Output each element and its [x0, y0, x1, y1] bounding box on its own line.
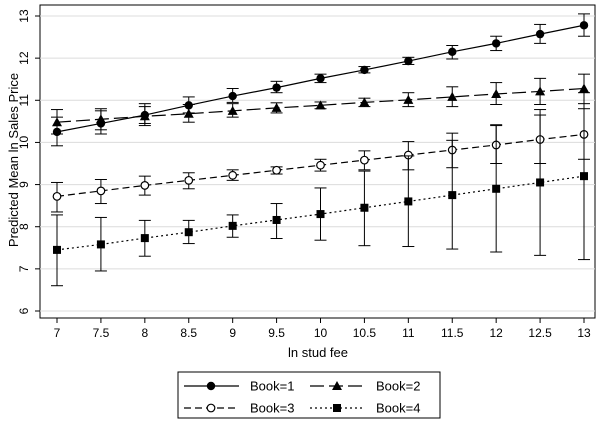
y-tick-label: 9 [17, 181, 31, 188]
data-point [315, 100, 326, 110]
data-point [535, 29, 545, 39]
legend-label: Book=3 [250, 401, 294, 416]
y-tick-label: 7 [17, 265, 31, 272]
legend-swatch-marker [333, 404, 341, 412]
legend-swatch-marker [206, 381, 216, 391]
data-point [491, 39, 501, 48]
data-point [316, 74, 325, 83]
data-point [228, 221, 237, 230]
x-tick-label: 11 [402, 326, 415, 340]
series-1 [51, 13, 590, 147]
x-tick-label: 12.5 [528, 326, 552, 340]
y-tick-label: 12 [17, 51, 31, 65]
data-point [272, 215, 281, 224]
x-tick-label: 9 [229, 326, 236, 340]
legend-label: Book=2 [376, 379, 420, 394]
data-point [580, 172, 588, 181]
x-tick-label: 12 [489, 326, 503, 340]
data-point [447, 91, 458, 101]
x-axis-label: ln stud fee [288, 345, 348, 360]
legend-item-1: Book=1 [184, 379, 294, 394]
legend-box [177, 371, 441, 419]
data-point [535, 86, 546, 96]
data-point [579, 83, 589, 93]
data-point [360, 65, 369, 75]
series-4 [51, 92, 590, 287]
x-tick-label: 10.5 [353, 326, 377, 340]
legend-label: Book=4 [376, 401, 420, 416]
data-point [96, 186, 106, 196]
data-point [403, 94, 414, 104]
y-tick-label: 10 [17, 135, 31, 149]
data-point [95, 114, 106, 124]
data-point [316, 160, 325, 170]
data-point [360, 203, 369, 212]
data-point [140, 234, 149, 243]
x-tick-label: 9.5 [268, 326, 285, 340]
y-tick-label: 8 [17, 223, 31, 230]
data-point [316, 210, 325, 219]
grid-lines [39, 4, 596, 319]
data-point [140, 181, 150, 190]
data-point [492, 184, 501, 193]
data-point [491, 88, 502, 98]
data-point [448, 47, 457, 57]
y-tick-label: 6 [17, 307, 31, 314]
y-axis-label: Predicted Mean ln Sales Price [6, 73, 21, 247]
y-tick-label: 11 [17, 94, 31, 107]
legend-label: Book=1 [250, 379, 294, 394]
x-tick-label: 8.5 [180, 326, 197, 340]
data-point [359, 97, 370, 107]
legend-item-3: Book=3 [184, 401, 294, 416]
x-tick-label: 11.5 [441, 326, 464, 340]
plot-frame [39, 4, 596, 319]
data-point [536, 178, 545, 187]
x-tick-label: 13 [577, 326, 591, 340]
data-point [271, 102, 282, 112]
legend: Book=1 Book=2 Book=3 Book=4 [177, 371, 441, 419]
x-axis: 7 7.5 8 8.5 9 9.5 10 10.5 11 11.5 12 12.5 13 [54, 318, 591, 340]
data-point [404, 56, 413, 66]
x-tick-label: 7 [54, 326, 61, 340]
series-2 [51, 73, 590, 135]
data-point [360, 155, 369, 165]
x-tick-label: 8 [141, 326, 148, 340]
data-point [404, 197, 413, 206]
legend-swatch-marker [206, 403, 216, 413]
data-point [52, 117, 62, 127]
data-point [579, 21, 589, 30]
data-point [448, 191, 457, 200]
data-point [139, 111, 150, 121]
data-point [228, 170, 238, 180]
y-axis: 6 7 8 9 10 11 12 13 [17, 9, 40, 314]
x-tick-label: 10 [314, 326, 328, 340]
legend-item-4: Book=4 [310, 401, 420, 416]
y-tick-label: 13 [17, 9, 31, 23]
data-point [227, 105, 238, 115]
legend-item-2: Book=2 [310, 379, 420, 394]
x-tick-label: 7.5 [93, 326, 110, 340]
data-point [96, 240, 105, 249]
data-point [184, 228, 193, 237]
data-point [183, 108, 194, 118]
data-point [184, 175, 194, 185]
data-point [272, 165, 281, 175]
legend-swatch-marker [332, 381, 342, 390]
data-point [53, 245, 61, 254]
data-point [52, 191, 62, 201]
series-group [51, 13, 590, 287]
data-point [228, 91, 237, 101]
data-point [272, 83, 281, 92]
